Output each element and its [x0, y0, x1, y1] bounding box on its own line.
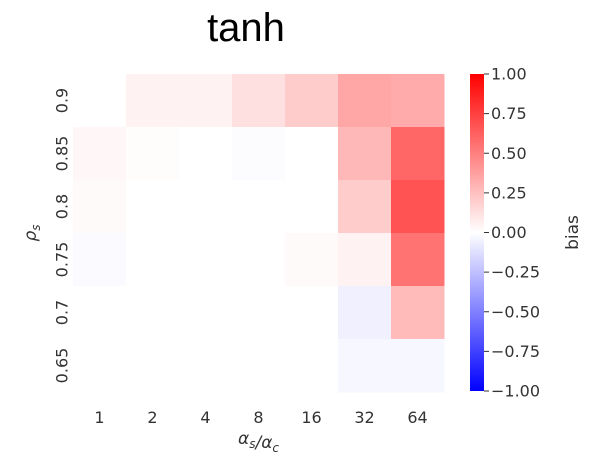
heatmap-cell	[285, 74, 339, 128]
heatmap-cell	[73, 180, 127, 234]
heatmap-cell	[232, 339, 286, 393]
colorbar-tick-label: −0.50	[491, 302, 540, 321]
heatmap-cell	[285, 286, 339, 340]
x-axis-label: αs/αc	[238, 429, 279, 455]
colorbar-tick-label: −0.25	[491, 263, 540, 282]
colorbar-tick-label: 0.00	[491, 223, 527, 242]
heatmap-cell	[232, 286, 286, 340]
colorbar-tick-label: 1.00	[491, 65, 527, 84]
heatmap-cell	[126, 339, 180, 393]
heatmap-cell	[232, 74, 286, 128]
x-tick-label: 8	[253, 408, 263, 427]
colorbar-tick-label: 0.25	[491, 183, 527, 202]
heatmap-cell	[179, 339, 233, 393]
x-tick-label: 4	[200, 408, 210, 427]
colorbar-tick-label: 0.50	[491, 144, 527, 163]
x-tick-labels: 1 2 4 8 16 32 64	[94, 408, 427, 427]
y-tick-labels: 0.9 0.85 0.8 0.75 0.7 0.65	[53, 88, 72, 384]
x-tick-label: 16	[301, 408, 321, 427]
y-tick-label: 0.9	[53, 88, 72, 113]
y-tick-label: 0.8	[53, 194, 72, 219]
x-tick-label: 32	[354, 408, 374, 427]
heatmap-cell	[391, 286, 445, 340]
heatmap-cell	[73, 127, 127, 181]
heatmap-cell	[391, 74, 445, 128]
heatmap-cell	[391, 180, 445, 234]
x-tick-label: 64	[407, 408, 427, 427]
heatmap-cell	[285, 233, 339, 287]
heatmap-cell	[179, 286, 233, 340]
colorbar-tick-label: −0.75	[491, 342, 540, 361]
heatmap-cell	[73, 233, 127, 287]
colorbar-label: bias	[563, 215, 583, 250]
heatmap-cell	[179, 127, 233, 181]
y-tick-label: 0.75	[53, 242, 72, 278]
y-axis-label: ρs	[21, 224, 43, 241]
heatmap-cell	[285, 127, 339, 181]
heatmap-cell	[285, 339, 339, 393]
x-tick-label: 2	[147, 408, 157, 427]
heatmap-cells	[73, 74, 445, 393]
y-tick-label: 0.7	[53, 300, 72, 325]
heatmap-cell	[179, 74, 233, 128]
heatmap-cell	[126, 233, 180, 287]
y-tick-label: 0.65	[53, 348, 72, 384]
heatmap-cell	[179, 233, 233, 287]
heatmap-cell	[73, 286, 127, 340]
heatmap-cell	[73, 339, 127, 393]
heatmap-cell	[179, 180, 233, 234]
heatmap-cell	[126, 74, 180, 128]
heatmap-cell	[338, 233, 392, 287]
heatmap-cell	[338, 339, 392, 393]
heatmap-cell	[338, 74, 392, 128]
y-tick-label: 0.85	[53, 136, 72, 172]
heatmap-cell	[391, 127, 445, 181]
heatmap-cell	[338, 127, 392, 181]
colorbar-ticks: 1.00 0.75 0.50 0.25 0.00 −0.25 −0.50 −0.75 −1.00	[484, 65, 540, 401]
heatmap-cell	[126, 127, 180, 181]
x-tick-label: 1	[94, 408, 104, 427]
colorbar-tick-label: −1.00	[491, 382, 540, 401]
heatmap-cell	[391, 339, 445, 393]
colorbar-tick-label: 0.75	[491, 104, 527, 123]
heatmap-cell	[285, 180, 339, 234]
colorbar	[470, 74, 484, 391]
heatmap-cell	[338, 180, 392, 234]
heatmap-cell	[391, 233, 445, 287]
heatmap-cell	[126, 286, 180, 340]
heatmap-cell	[232, 180, 286, 234]
chart-title: tanh	[207, 6, 285, 50]
heatmap-cell	[126, 180, 180, 234]
heatmap-cell	[338, 286, 392, 340]
heatmap-cell	[232, 233, 286, 287]
heatmap-cell	[73, 74, 127, 128]
heatmap-cell	[232, 127, 286, 181]
